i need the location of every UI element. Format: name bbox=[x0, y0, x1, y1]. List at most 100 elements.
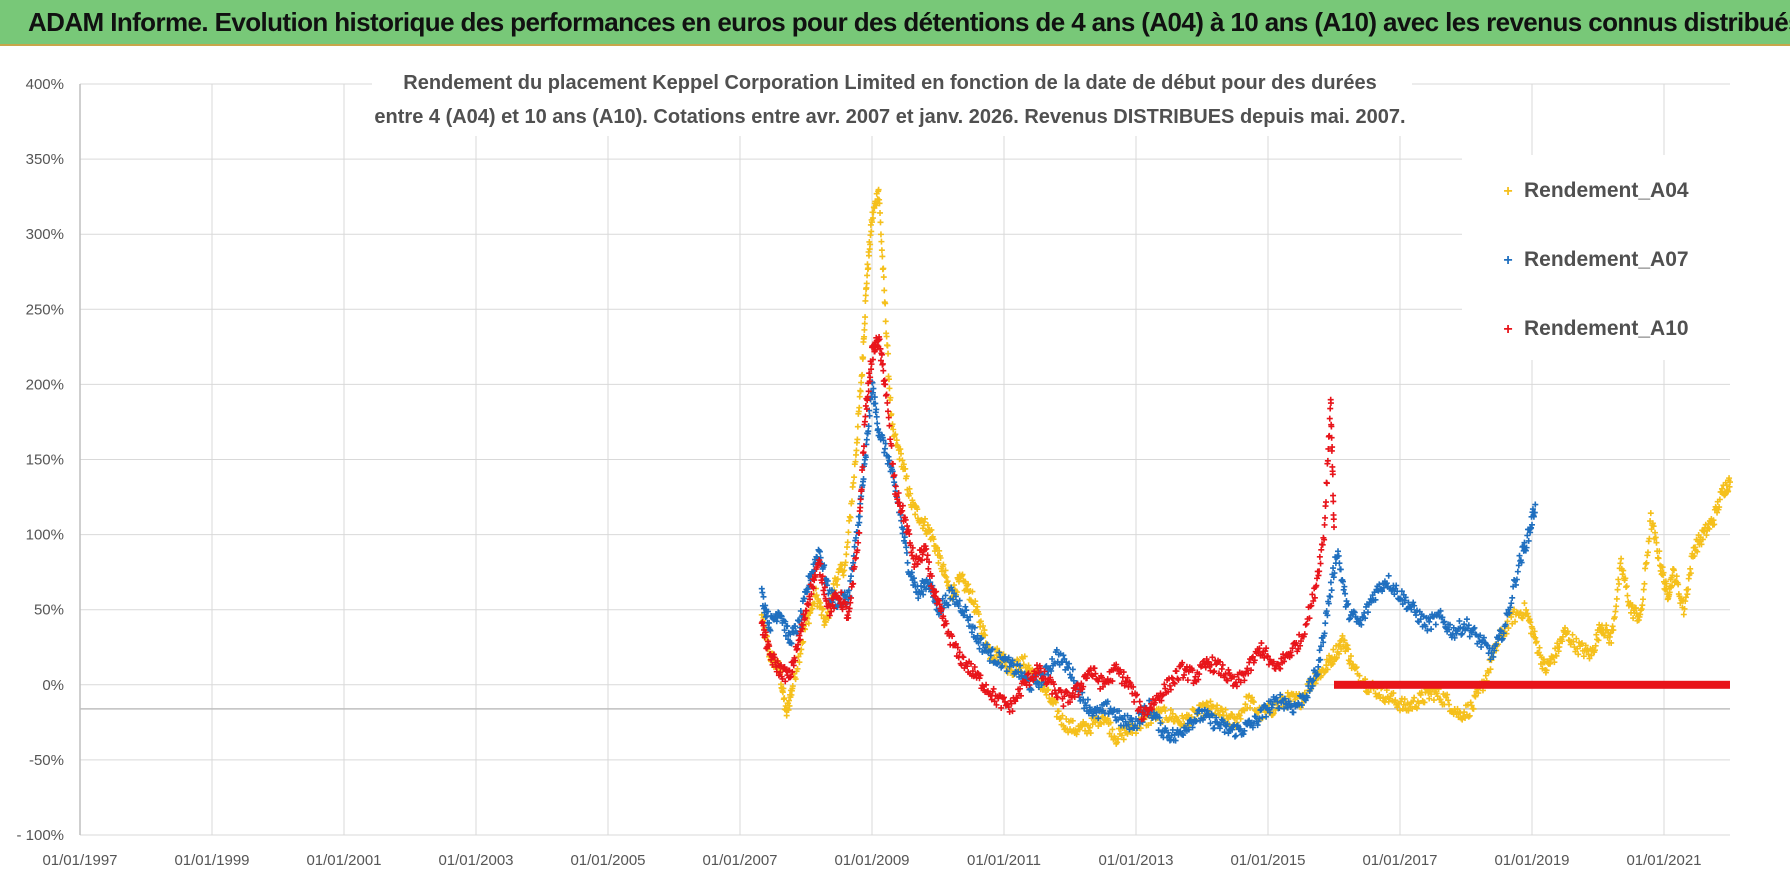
data-point bbox=[986, 658, 993, 665]
data-point bbox=[950, 596, 957, 603]
data-point bbox=[1071, 693, 1078, 700]
data-point bbox=[1231, 714, 1238, 721]
data-point bbox=[856, 529, 863, 536]
data-point bbox=[777, 669, 784, 676]
data-point bbox=[888, 411, 895, 418]
data-point bbox=[1184, 677, 1191, 684]
data-point bbox=[1505, 625, 1512, 632]
data-point bbox=[1063, 688, 1070, 695]
data-point bbox=[1297, 642, 1304, 649]
data-point bbox=[914, 506, 921, 513]
data-point bbox=[904, 559, 911, 566]
data-point bbox=[1562, 624, 1568, 631]
data-point bbox=[1618, 555, 1625, 562]
data-point bbox=[803, 607, 810, 614]
data-point bbox=[1328, 423, 1335, 430]
data-point bbox=[759, 589, 766, 596]
data-point bbox=[1158, 697, 1165, 704]
data-point bbox=[883, 391, 890, 398]
data-point bbox=[976, 675, 983, 682]
data-point bbox=[1087, 730, 1094, 737]
data-point bbox=[1347, 615, 1354, 622]
data-point bbox=[1303, 620, 1310, 627]
data-point bbox=[1237, 725, 1244, 732]
data-point bbox=[1149, 696, 1156, 703]
data-point bbox=[990, 685, 997, 692]
data-point bbox=[896, 456, 903, 463]
data-point bbox=[1168, 674, 1175, 681]
data-point bbox=[1249, 653, 1256, 660]
data-point bbox=[923, 545, 930, 552]
data-point bbox=[1327, 593, 1334, 600]
data-point bbox=[1065, 664, 1072, 671]
data-point bbox=[800, 611, 807, 618]
data-point bbox=[1189, 667, 1196, 674]
data-point bbox=[1330, 498, 1337, 505]
x-tick-label: 01/01/1999 bbox=[174, 852, 249, 869]
data-point bbox=[1159, 692, 1166, 699]
data-point bbox=[882, 381, 889, 388]
data-point bbox=[847, 514, 854, 521]
data-point bbox=[1306, 615, 1313, 622]
data-point bbox=[884, 342, 891, 349]
data-point bbox=[848, 594, 855, 601]
data-point bbox=[1201, 706, 1208, 713]
data-point bbox=[971, 663, 978, 670]
data-point bbox=[1585, 651, 1592, 658]
data-point bbox=[857, 504, 864, 511]
data-point bbox=[968, 629, 975, 636]
data-point bbox=[857, 388, 864, 395]
data-point bbox=[959, 608, 966, 615]
data-point bbox=[1345, 646, 1352, 653]
data-point bbox=[1685, 586, 1692, 593]
data-point bbox=[1209, 712, 1216, 719]
data-point bbox=[867, 241, 874, 248]
x-tick-label: 01/01/2007 bbox=[702, 852, 777, 869]
data-point bbox=[1508, 613, 1515, 620]
data-point bbox=[1216, 658, 1223, 665]
data-point bbox=[1350, 608, 1357, 615]
data-point bbox=[869, 215, 876, 222]
data-point bbox=[1518, 559, 1525, 566]
data-point bbox=[1288, 652, 1295, 659]
data-point bbox=[1456, 617, 1463, 624]
data-point bbox=[850, 580, 857, 587]
data-point bbox=[1109, 726, 1116, 733]
data-point bbox=[869, 219, 875, 226]
data-point bbox=[873, 413, 880, 420]
data-point bbox=[1331, 524, 1337, 531]
data-point bbox=[865, 428, 872, 435]
data-point bbox=[1488, 657, 1495, 664]
data-point bbox=[982, 632, 989, 639]
data-point bbox=[885, 408, 892, 415]
data-point bbox=[962, 603, 969, 610]
a10-zero-band bbox=[1334, 680, 1730, 689]
data-point bbox=[1148, 700, 1155, 707]
data-point bbox=[826, 612, 833, 619]
data-point bbox=[1478, 644, 1485, 650]
data-point bbox=[1037, 665, 1044, 672]
data-point bbox=[1385, 572, 1392, 579]
y-tick-label: 200% bbox=[26, 376, 64, 393]
data-point bbox=[782, 632, 789, 639]
data-point bbox=[863, 436, 870, 443]
data-point bbox=[1104, 715, 1111, 722]
data-point bbox=[880, 367, 887, 374]
data-point bbox=[862, 297, 869, 304]
data-point bbox=[1275, 661, 1282, 668]
data-point bbox=[1656, 548, 1663, 555]
data-point bbox=[1060, 703, 1067, 710]
data-point bbox=[1270, 658, 1277, 665]
data-point bbox=[975, 611, 982, 618]
data-point bbox=[850, 559, 857, 566]
data-point bbox=[1115, 735, 1122, 742]
data-point bbox=[1327, 579, 1334, 586]
data-point bbox=[1569, 631, 1576, 638]
legend-label-a10: Rendement_A10 bbox=[1524, 317, 1689, 340]
data-point bbox=[1514, 568, 1521, 575]
data-point bbox=[1342, 590, 1349, 597]
data-point bbox=[1133, 730, 1139, 737]
data-point bbox=[1516, 552, 1523, 559]
data-point bbox=[1536, 644, 1543, 651]
